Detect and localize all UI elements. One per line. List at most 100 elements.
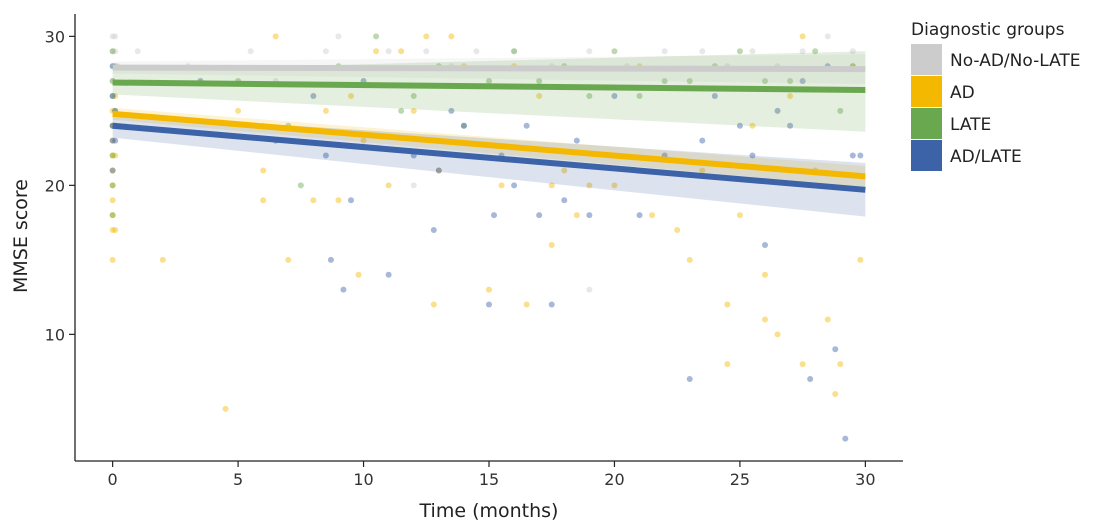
no-ad-no-late-point [661, 48, 668, 55]
ad-point [360, 137, 367, 144]
ad-point [799, 361, 806, 368]
ad-point [109, 212, 116, 219]
ad-point [235, 107, 242, 114]
ad-late-point [511, 182, 518, 189]
late-point [109, 212, 116, 219]
ad-point [348, 92, 354, 99]
ad-late-point [523, 122, 530, 129]
ad-late-point [762, 241, 768, 248]
late-point [373, 33, 380, 40]
y-ticks: 10 20 30 [45, 27, 75, 344]
x-tick-label: 30 [855, 470, 875, 489]
ad-point [548, 241, 555, 248]
late-point [460, 122, 467, 129]
ad-point [385, 182, 392, 189]
late-point [611, 48, 618, 55]
late-point [586, 92, 593, 99]
ad-late-point [749, 152, 756, 159]
legend-items: No-AD/No-LATE AD LATE AD/LATE [911, 44, 1081, 171]
ad-point [586, 182, 593, 189]
ad-point [109, 182, 116, 189]
no-ad-no-late-legend-label: No-AD/No-LATE [950, 51, 1081, 71]
ad-point [573, 212, 580, 219]
ad-point [272, 33, 279, 40]
ad-late-point [435, 167, 442, 174]
ad-late-point [857, 152, 864, 159]
ad-point [799, 33, 806, 40]
ad-late-point [636, 212, 643, 219]
ad-late-point [536, 212, 543, 219]
ad-late-point [711, 92, 718, 99]
ad-late-point [112, 137, 119, 144]
no-ad-no-late-point [799, 48, 806, 55]
ad-point [824, 316, 831, 323]
no-ad-no-late-point [385, 48, 392, 55]
ad-point [536, 92, 543, 99]
ad-point [548, 182, 555, 189]
ad-late-point [832, 346, 839, 353]
late-point [109, 92, 116, 99]
ad-point [109, 167, 116, 174]
ad-late-point [573, 137, 580, 144]
trend-lines [112, 64, 866, 193]
late-point [762, 78, 768, 85]
ad-point [857, 256, 864, 263]
no-ad-no-late-trend-line [112, 64, 866, 73]
late-legend-label: LATE [950, 115, 991, 135]
ad-point [112, 92, 119, 99]
ad-late-legend-swatch [911, 140, 942, 171]
late-point [812, 48, 819, 55]
ad-late-point [849, 152, 856, 159]
late-point [661, 78, 668, 85]
ad-point [749, 122, 756, 129]
ad-point [310, 197, 317, 204]
ad-point [523, 301, 530, 308]
ad-late-point [799, 78, 806, 85]
ad-point [762, 316, 768, 323]
x-axis-title: Time (months) [419, 500, 559, 522]
ad-point [109, 152, 116, 159]
ad-late-point [842, 435, 849, 442]
ad-point [561, 167, 568, 174]
ad-late-point [448, 107, 455, 114]
no-ad-no-late-point [112, 33, 119, 40]
no-ad-no-late-point [335, 33, 342, 40]
ad-point [423, 33, 430, 40]
ad-late-point [322, 152, 329, 159]
ad-point [355, 271, 362, 278]
ad-late-point [348, 197, 354, 204]
late-point [398, 107, 405, 114]
late-point [736, 48, 743, 55]
late-point [410, 92, 417, 99]
plot-area [109, 33, 866, 442]
ad-point [322, 107, 329, 114]
ad-point [335, 197, 342, 204]
no-ad-no-late-legend-swatch [911, 44, 942, 75]
ad-point [762, 271, 768, 278]
ad-late-point [385, 271, 392, 278]
ad-point [109, 197, 116, 204]
ad-late-point [460, 122, 467, 129]
ad-point [398, 48, 405, 55]
y-tick-label: 30 [45, 27, 65, 46]
late-point [109, 152, 116, 159]
x-tick-label: 10 [353, 470, 373, 489]
ad-point [686, 256, 693, 263]
ad-late-point [736, 122, 743, 129]
no-ad-no-late-point [473, 48, 480, 55]
late-point [636, 92, 643, 99]
ad-point [112, 152, 119, 159]
late-point [486, 78, 492, 85]
ad-late-point [611, 92, 618, 99]
y-axis-title: MMSE score [10, 179, 32, 293]
late-point [109, 48, 116, 55]
ad-late-point [486, 301, 492, 308]
ad-legend-swatch [911, 76, 942, 107]
ad-point [611, 182, 618, 189]
no-ad-no-late-point [699, 48, 706, 55]
x-tick-label: 25 [730, 470, 750, 489]
legend: Diagnostic groups No-AD/No-LATE AD LATE AD/… [911, 20, 1081, 171]
late-point [837, 107, 844, 114]
late-point [536, 78, 543, 85]
late-point [511, 48, 518, 55]
